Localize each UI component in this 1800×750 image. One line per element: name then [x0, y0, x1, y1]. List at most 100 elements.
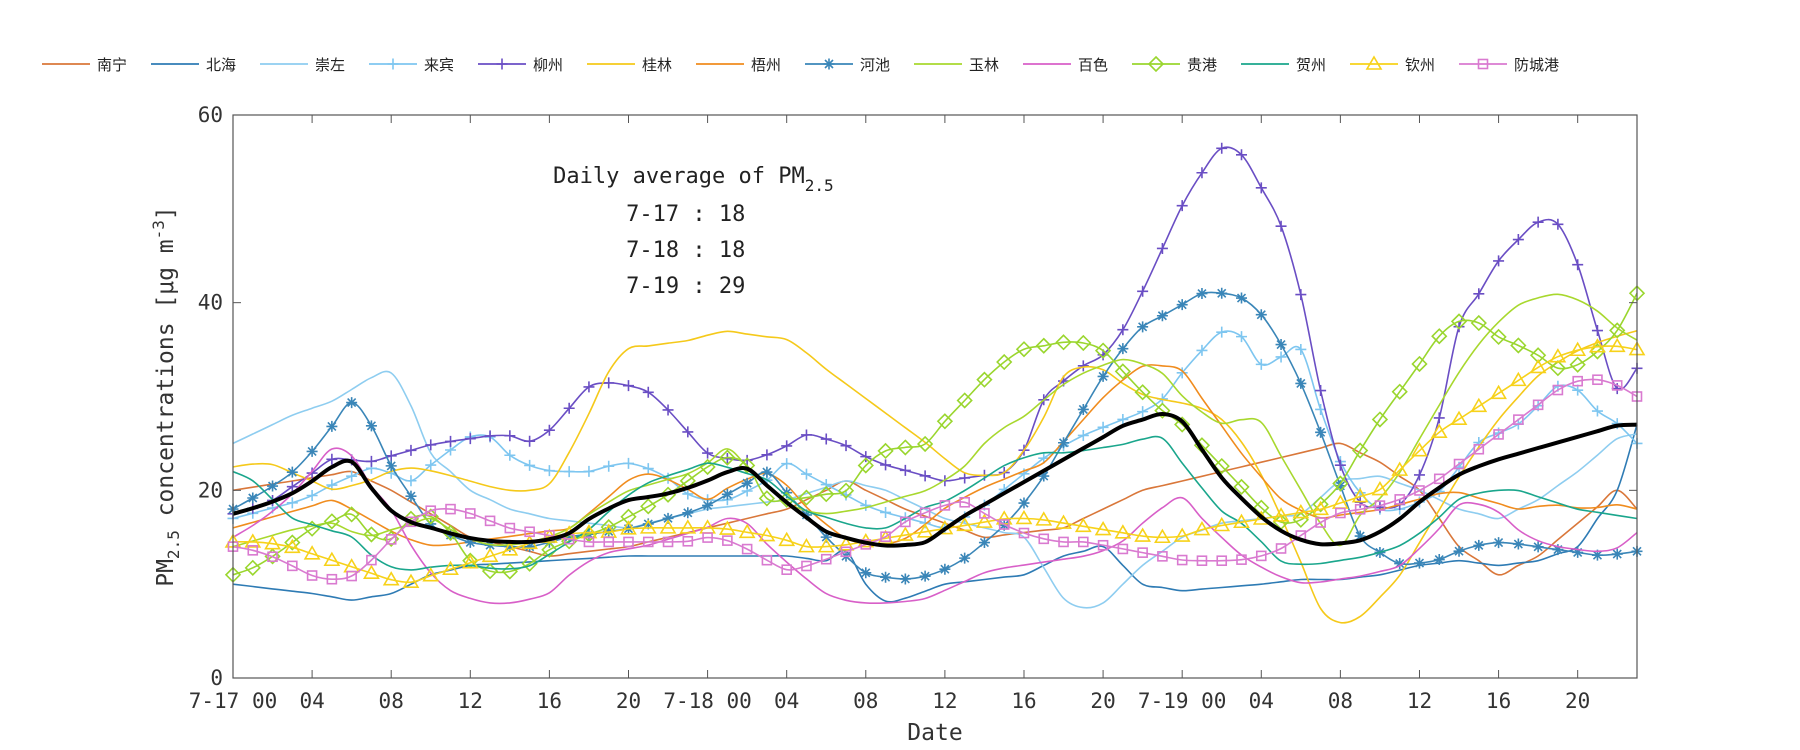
data-point [603, 377, 615, 389]
data-point [956, 516, 974, 532]
legend-marker [823, 58, 835, 70]
data-point [1431, 328, 1448, 345]
data-point [1038, 533, 1050, 545]
data-point [781, 564, 792, 575]
data-point [679, 519, 697, 534]
y-tick-label: 0 [210, 666, 223, 690]
data-point [956, 392, 973, 409]
x-tick-label: 12 [458, 689, 483, 713]
legend-label: 桂林 [642, 56, 672, 74]
data-point [1315, 385, 1327, 397]
data-point [1077, 360, 1089, 372]
data-point [1572, 259, 1584, 271]
x-tick-label: 7-19 00 [1138, 689, 1227, 713]
data-point [1196, 344, 1208, 356]
data-point [1411, 442, 1428, 457]
data-point [1493, 255, 1505, 267]
data-point [286, 466, 298, 478]
data-point [244, 533, 262, 548]
legend-label: 百色 [1078, 56, 1108, 74]
data-point [798, 489, 815, 506]
data-point [642, 518, 654, 530]
data-point [1196, 555, 1208, 567]
data-point [1097, 539, 1109, 551]
data-point [1236, 292, 1248, 304]
data-point [1611, 548, 1623, 560]
data-point [1137, 321, 1149, 333]
data-point [1216, 326, 1228, 338]
data-point [919, 470, 931, 482]
data-point [425, 459, 437, 471]
data-point [346, 570, 357, 582]
data-point [603, 460, 615, 472]
data-point [1255, 358, 1267, 370]
x-tick-label: 04 [1249, 689, 1274, 713]
data-point [1236, 554, 1247, 565]
data-point [1275, 543, 1287, 554]
data-point [880, 531, 891, 543]
data-point [1233, 513, 1250, 529]
data-point [1055, 334, 1072, 351]
legend-marker [1365, 55, 1383, 70]
series-line [232, 435, 1638, 571]
data-point [620, 520, 637, 535]
data-point [959, 496, 970, 508]
data-point [1529, 358, 1547, 374]
data-point [719, 449, 736, 466]
data-point [284, 534, 301, 551]
data-point [563, 466, 575, 478]
data-point [761, 449, 773, 461]
data-point [739, 457, 756, 474]
data-point [662, 512, 674, 524]
legend-label: 贺州 [1296, 56, 1326, 74]
data-point [837, 482, 855, 499]
data-point [1334, 480, 1346, 492]
data-point [1275, 339, 1287, 351]
data-point [1532, 216, 1544, 228]
data-point [1018, 497, 1030, 509]
data-point [501, 541, 519, 556]
data-point [306, 489, 318, 501]
legend-entry: 玉林 [914, 56, 999, 74]
data-point [1312, 500, 1330, 516]
data-point [820, 553, 832, 565]
data-point [1473, 539, 1485, 551]
x-tick-label: 08 [379, 689, 404, 713]
data-point [1592, 374, 1603, 386]
data-point [1569, 341, 1587, 357]
legend-label: 南宁 [97, 56, 127, 74]
data-point [936, 413, 954, 430]
series-line [232, 146, 1638, 515]
data-point [642, 536, 654, 548]
legend-entry: 贵港 [1132, 55, 1217, 74]
data-point [1015, 509, 1033, 525]
data-point [1591, 325, 1603, 337]
data-point [323, 513, 341, 530]
data-point [642, 463, 654, 475]
data-point [818, 486, 835, 503]
data-point [326, 573, 338, 585]
legend-entry: 崇左 [260, 56, 345, 74]
data-point [640, 498, 657, 515]
data-point [800, 509, 812, 521]
y-axis-label: PM2.5 concentrations [μg m-3] [149, 206, 183, 587]
data-point [1354, 503, 1366, 515]
data-point [1351, 487, 1369, 503]
data-point [422, 567, 440, 582]
data-point [303, 545, 321, 560]
data-point [402, 573, 420, 588]
data-point [484, 430, 496, 442]
data-point [247, 492, 259, 504]
data-point [877, 529, 894, 545]
data-point [385, 450, 397, 462]
legend-entry: 河池 [805, 56, 890, 74]
data-point [1035, 511, 1053, 526]
data-point [1453, 321, 1465, 333]
data-point [1529, 347, 1547, 364]
data-point [385, 534, 397, 545]
data-point [365, 455, 377, 467]
data-point [521, 555, 538, 572]
data-point [1335, 507, 1346, 519]
data-point [445, 435, 457, 447]
data-point [996, 353, 1013, 371]
